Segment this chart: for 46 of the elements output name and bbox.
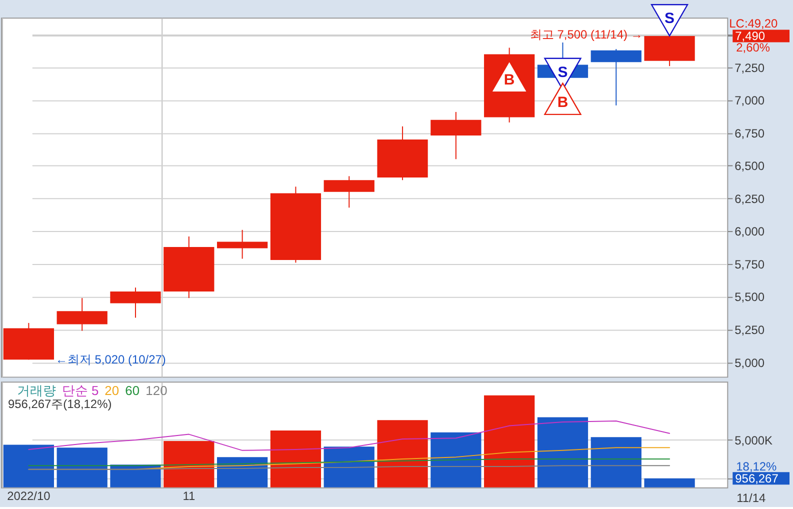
bar (484, 395, 535, 488)
bar (164, 440, 214, 488)
text: LC:49,20 (729, 16, 778, 30)
point (650, 4, 688, 36)
y-tick-label: 6,500 (734, 159, 765, 174)
y-tick-label: 5,500 (734, 290, 765, 304)
y-tick-label: 5,250 (734, 323, 765, 337)
y-tick-label: 6,250 (734, 192, 765, 206)
bar (377, 420, 428, 488)
text: 2,60% (736, 40, 770, 54)
text: 18,12% (736, 459, 778, 474)
bar (430, 432, 482, 488)
bar (590, 437, 642, 488)
line-series (28, 458, 670, 466)
x-tick-label: 11 (182, 488, 196, 503)
bar (644, 478, 695, 488)
bar (56, 448, 108, 488)
bar (324, 446, 374, 488)
y-tick-label: 7,250 (734, 60, 765, 75)
y-tick-label: 5,000 (734, 356, 765, 370)
data-label: B (504, 72, 515, 89)
annotation: ←최저 5,020 (10/27) (56, 352, 166, 367)
x-axis-title: 11/14 (736, 490, 766, 505)
text: 단순 5 (62, 383, 99, 398)
data-label: B (557, 94, 568, 111)
y-tick-label: 7,490 (735, 28, 766, 43)
y-tick-label: 5,000K (734, 433, 773, 448)
data-label: S (558, 64, 568, 81)
y-tick-label: 7,000 (734, 94, 765, 108)
annotation: 최고 7,500 (11/14) → (530, 28, 643, 42)
bar (270, 430, 322, 488)
text: 956,267주(18,12%) (8, 397, 112, 412)
y-tick-label: 6,750 (734, 126, 765, 140)
bar (110, 464, 161, 488)
text: 120 (146, 383, 168, 398)
text: 20 (104, 383, 120, 398)
bar (537, 417, 588, 488)
bar (3, 444, 54, 488)
data-label: S (664, 10, 675, 28)
x-tick-label: 2022/10 (7, 488, 51, 503)
y-tick-label: 5,750 (734, 257, 765, 272)
y-tick-label: 956,267 (735, 471, 779, 486)
y-tick-label: 6,000 (734, 224, 765, 239)
chart-title: 거래량 (16, 383, 56, 398)
text: 60 (125, 383, 140, 398)
line-series (28, 420, 670, 451)
